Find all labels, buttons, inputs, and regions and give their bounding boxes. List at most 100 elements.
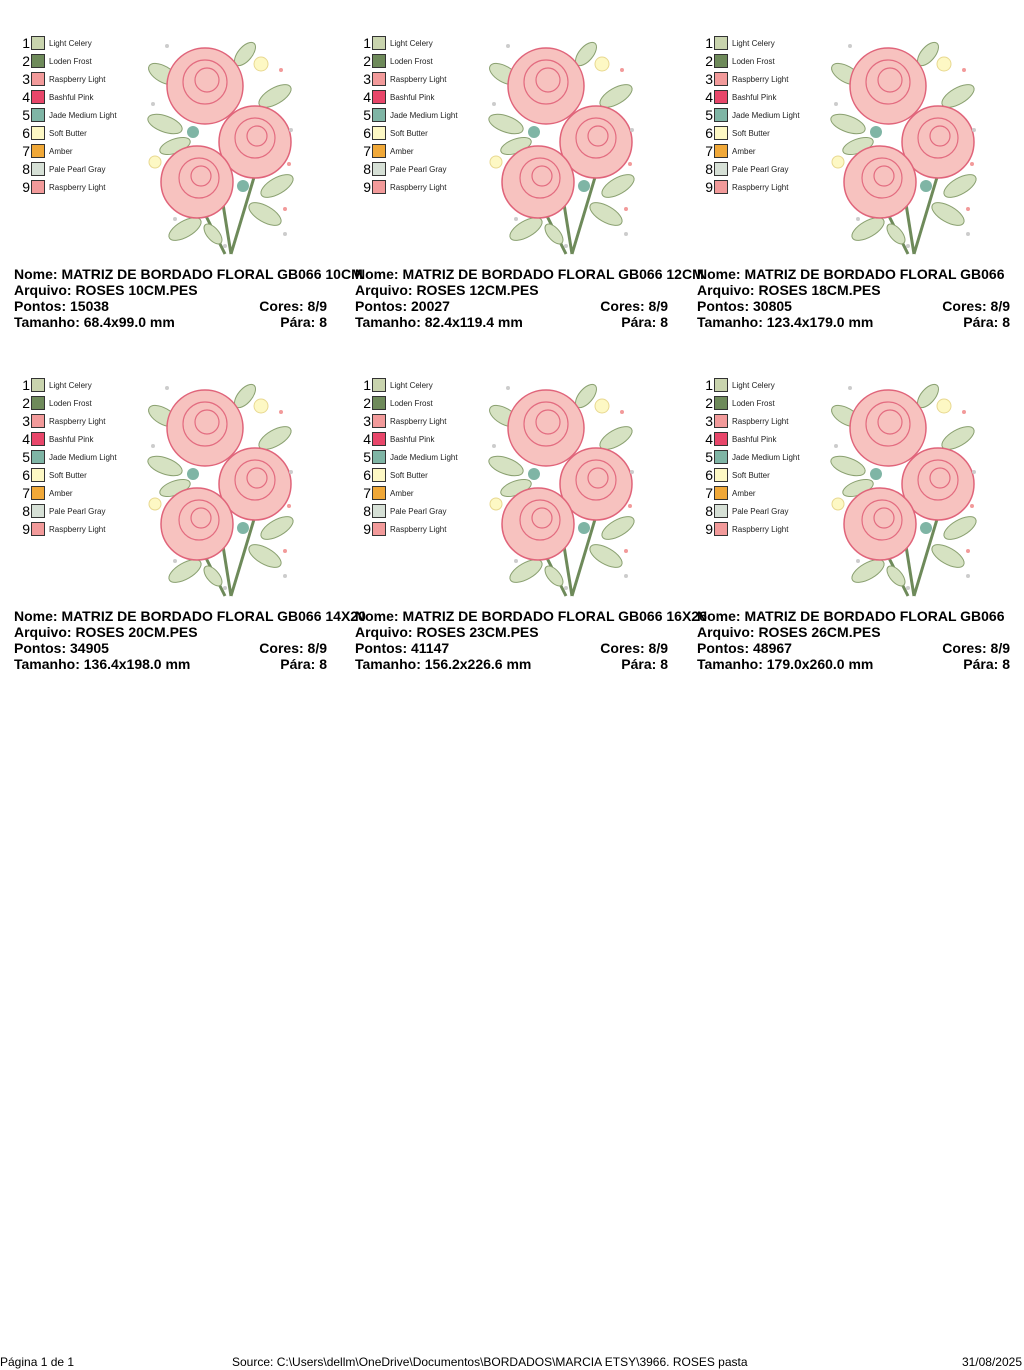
- color-swatch: [714, 90, 728, 104]
- design-size: Tamanho: 82.4x119.4 mm: [355, 314, 523, 330]
- thread-color-item: 8 Pale Pearl Gray: [359, 160, 458, 178]
- design-preview: [145, 376, 297, 598]
- color-swatch: [372, 72, 386, 86]
- color-count: Cores: 8/9: [259, 298, 327, 314]
- color-swatch: [372, 162, 386, 176]
- color-name: Bashful Pink: [49, 92, 94, 102]
- thread-color-list: 1 Light Celery 2 Loden Frost 3 Raspberry Ligh…: [18, 376, 117, 538]
- color-number: 4: [22, 431, 30, 447]
- color-name: Jade Medium Light: [390, 452, 458, 462]
- color-number: 8: [705, 503, 713, 519]
- rose-embroidery-preview: [488, 383, 635, 597]
- color-name: Amber: [732, 146, 756, 156]
- color-name: Raspberry Light: [732, 74, 789, 84]
- thread-color-item: 4 Bashful Pink: [359, 88, 458, 106]
- thread-color-item: 5 Jade Medium Light: [359, 106, 458, 124]
- color-swatch: [372, 504, 386, 518]
- color-number: 4: [22, 89, 30, 105]
- color-number: 2: [705, 53, 713, 69]
- design-preview: [828, 376, 980, 598]
- thread-color-item: 9 Raspberry Light: [18, 178, 117, 196]
- design-preview: [145, 34, 297, 256]
- color-name: Loden Frost: [49, 398, 92, 408]
- design-preview: [486, 34, 638, 256]
- thread-color-item: 2 Loden Frost: [18, 52, 117, 70]
- design-card: 1 Light Celery 2 Loden Frost 3 Raspberry Ligh…: [14, 28, 363, 358]
- color-swatch: [714, 396, 728, 410]
- color-count: Cores: 8/9: [600, 298, 668, 314]
- color-swatch: [714, 72, 728, 86]
- color-swatch: [31, 522, 45, 536]
- color-swatch: [714, 180, 728, 194]
- color-name: Raspberry Light: [49, 182, 106, 192]
- color-count: Cores: 8/9: [259, 640, 327, 656]
- thread-color-list: 1 Light Celery 2 Loden Frost 3 Raspberry Ligh…: [359, 376, 458, 538]
- color-swatch: [31, 90, 45, 104]
- color-name: Bashful Pink: [49, 434, 94, 444]
- color-swatch: [714, 504, 728, 518]
- color-number: 7: [363, 485, 371, 501]
- design-name: Nome: MATRIZ DE BORDADO FLORAL GB066 10C…: [14, 266, 363, 282]
- thread-color-item: 3 Raspberry Light: [701, 70, 800, 88]
- color-name: Soft Butter: [390, 128, 428, 138]
- color-number: 8: [22, 161, 30, 177]
- thread-color-item: 1 Light Celery: [18, 376, 117, 394]
- thread-color-item: 2 Loden Frost: [701, 394, 800, 412]
- design-name: Nome: MATRIZ DE BORDADO FLORAL GB066: [697, 608, 1005, 624]
- color-name: Raspberry Light: [390, 524, 447, 534]
- design-file: Arquivo: ROSES 23CM.PES: [355, 624, 539, 640]
- color-name: Soft Butter: [49, 128, 87, 138]
- color-name: Loden Frost: [390, 56, 433, 66]
- color-swatch: [714, 522, 728, 536]
- color-number: 4: [363, 431, 371, 447]
- thread-color-item: 2 Loden Frost: [18, 394, 117, 412]
- thread-color-item: 2 Loden Frost: [359, 394, 458, 412]
- thread-color-item: 8 Pale Pearl Gray: [18, 502, 117, 520]
- color-swatch: [31, 54, 45, 68]
- color-swatch: [31, 450, 45, 464]
- color-name: Jade Medium Light: [732, 452, 800, 462]
- stop-count: Pára: 8: [280, 314, 327, 330]
- color-name: Light Celery: [390, 38, 433, 48]
- color-swatch: [714, 126, 728, 140]
- thread-color-item: 7 Amber: [359, 484, 458, 502]
- color-swatch: [372, 180, 386, 194]
- color-count: Cores: 8/9: [942, 298, 1010, 314]
- thread-color-item: 4 Bashful Pink: [359, 430, 458, 448]
- design-info: Nome: MATRIZ DE BORDADO FLORAL GB066 Arq…: [697, 266, 1010, 330]
- print-date: 31/08/2025: [961, 1355, 1022, 1369]
- color-swatch: [714, 486, 728, 500]
- stop-count: Pára: 8: [621, 314, 668, 330]
- thread-color-item: 1 Light Celery: [701, 376, 800, 394]
- color-swatch: [372, 522, 386, 536]
- color-swatch: [31, 180, 45, 194]
- color-swatch: [714, 162, 728, 176]
- color-number: 7: [705, 143, 713, 159]
- color-swatch: [31, 432, 45, 446]
- color-number: 6: [22, 125, 30, 141]
- color-swatch: [372, 54, 386, 68]
- design-info: Nome: MATRIZ DE BORDADO FLORAL GB066 14X…: [14, 608, 366, 672]
- thread-color-item: 8 Pale Pearl Gray: [701, 160, 800, 178]
- color-number: 1: [363, 35, 371, 51]
- design-name: Nome: MATRIZ DE BORDADO FLORAL GB066 12C…: [355, 266, 704, 282]
- color-name: Pale Pearl Gray: [49, 506, 106, 516]
- thread-color-item: 9 Raspberry Light: [701, 520, 800, 538]
- color-number: 5: [22, 107, 30, 123]
- color-number: 5: [705, 107, 713, 123]
- color-number: 9: [363, 521, 371, 537]
- color-name: Raspberry Light: [732, 416, 789, 426]
- color-swatch: [31, 486, 45, 500]
- color-name: Bashful Pink: [390, 434, 435, 444]
- thread-color-item: 5 Jade Medium Light: [701, 448, 800, 466]
- color-swatch: [372, 36, 386, 50]
- color-swatch: [372, 144, 386, 158]
- color-number: 6: [22, 467, 30, 483]
- color-swatch: [372, 90, 386, 104]
- thread-color-item: 6 Soft Butter: [701, 124, 800, 142]
- design-info: Nome: MATRIZ DE BORDADO FLORAL GB066 16X…: [355, 608, 707, 672]
- color-number: 8: [363, 161, 371, 177]
- color-number: 4: [705, 89, 713, 105]
- color-name: Loden Frost: [390, 398, 433, 408]
- color-number: 3: [22, 71, 30, 87]
